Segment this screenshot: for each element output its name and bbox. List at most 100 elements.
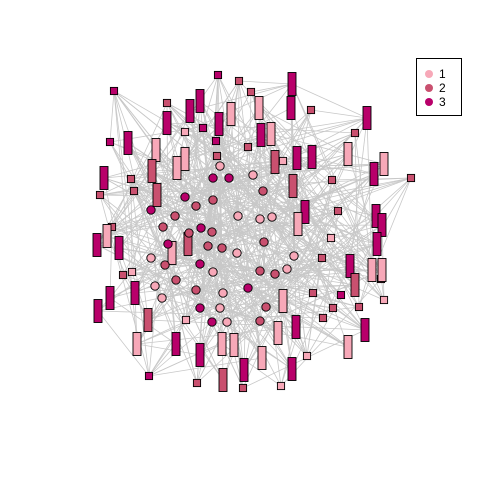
edge xyxy=(199,177,214,265)
edge xyxy=(221,177,412,249)
edge xyxy=(174,177,214,217)
square-node xyxy=(354,302,364,312)
square-node xyxy=(406,173,416,183)
edge xyxy=(189,110,213,233)
edge xyxy=(136,343,201,356)
node-layer xyxy=(92,70,416,393)
edge xyxy=(199,100,249,289)
edge xyxy=(150,155,218,259)
circle-node xyxy=(243,283,253,293)
circle-node xyxy=(258,186,268,196)
legend-item-3: 3 xyxy=(417,94,463,110)
rect-node xyxy=(257,346,267,370)
rect-node xyxy=(367,258,377,282)
rect-node xyxy=(147,159,157,183)
edge xyxy=(161,297,201,309)
rect-node xyxy=(195,89,205,113)
edge xyxy=(148,321,213,377)
edge xyxy=(247,241,265,289)
rect-node xyxy=(278,289,288,313)
edge xyxy=(151,170,213,233)
rect-node xyxy=(300,200,310,224)
edge xyxy=(216,155,263,359)
edge xyxy=(262,190,314,294)
square-node xyxy=(318,313,328,323)
edge xyxy=(274,109,312,163)
edge xyxy=(195,165,221,207)
edge xyxy=(122,274,261,322)
circle-node xyxy=(224,173,234,183)
rect-node xyxy=(172,156,182,180)
edge xyxy=(258,107,293,370)
square-node xyxy=(327,175,337,185)
edge xyxy=(212,190,264,201)
square-node xyxy=(328,303,338,313)
rect-node xyxy=(162,111,172,135)
edge xyxy=(271,216,295,257)
edge xyxy=(212,177,378,245)
square-node xyxy=(129,186,139,196)
square-node xyxy=(379,295,389,305)
edge xyxy=(262,190,293,370)
rect-node xyxy=(287,72,297,96)
rect-node xyxy=(291,315,301,339)
edge xyxy=(250,83,293,93)
rect-node xyxy=(92,233,102,257)
square-node xyxy=(211,136,221,146)
rect-node xyxy=(307,145,317,169)
edge xyxy=(175,132,356,281)
edge xyxy=(259,218,378,245)
edge xyxy=(265,223,299,308)
circle-node xyxy=(255,214,265,224)
edge xyxy=(265,268,288,308)
legend: 1 2 3 xyxy=(416,58,462,116)
legend-swatch-2 xyxy=(425,84,433,92)
edge xyxy=(306,177,412,357)
edge xyxy=(228,177,306,213)
rect-node xyxy=(360,318,370,342)
edge xyxy=(270,133,385,165)
edge xyxy=(199,100,276,163)
edge xyxy=(109,90,115,143)
square-node xyxy=(162,98,172,108)
edge xyxy=(243,160,284,371)
circle-node xyxy=(207,317,217,327)
edge xyxy=(136,257,323,345)
edge xyxy=(166,102,214,201)
square-node xyxy=(181,315,191,325)
circle-node xyxy=(158,222,168,232)
square-node xyxy=(350,128,360,138)
edge xyxy=(260,117,368,136)
edge xyxy=(375,177,412,217)
edge xyxy=(280,278,382,387)
circle-node xyxy=(255,316,265,326)
edge xyxy=(148,343,177,377)
legend-label-1: 1 xyxy=(439,67,446,81)
edge xyxy=(265,237,332,308)
rect-node xyxy=(266,122,276,146)
edge xyxy=(164,264,198,384)
edge xyxy=(97,273,276,312)
rect-node xyxy=(130,281,140,305)
square-node xyxy=(212,151,222,161)
edge xyxy=(148,226,164,377)
edge xyxy=(212,199,249,289)
rect-node xyxy=(343,335,353,359)
edge xyxy=(211,231,295,257)
square-node xyxy=(243,142,253,152)
legend-item-1: 1 xyxy=(417,66,463,82)
circle-node xyxy=(218,288,228,298)
edge xyxy=(226,237,332,323)
square-node xyxy=(278,156,288,166)
edge xyxy=(297,223,373,271)
square-node xyxy=(317,253,327,263)
square-node xyxy=(144,371,154,381)
rect-node xyxy=(167,241,177,265)
rect-node xyxy=(214,112,224,136)
edge xyxy=(202,127,221,309)
rect-node xyxy=(343,142,353,166)
circle-node xyxy=(270,269,280,279)
circle-node xyxy=(146,205,156,215)
